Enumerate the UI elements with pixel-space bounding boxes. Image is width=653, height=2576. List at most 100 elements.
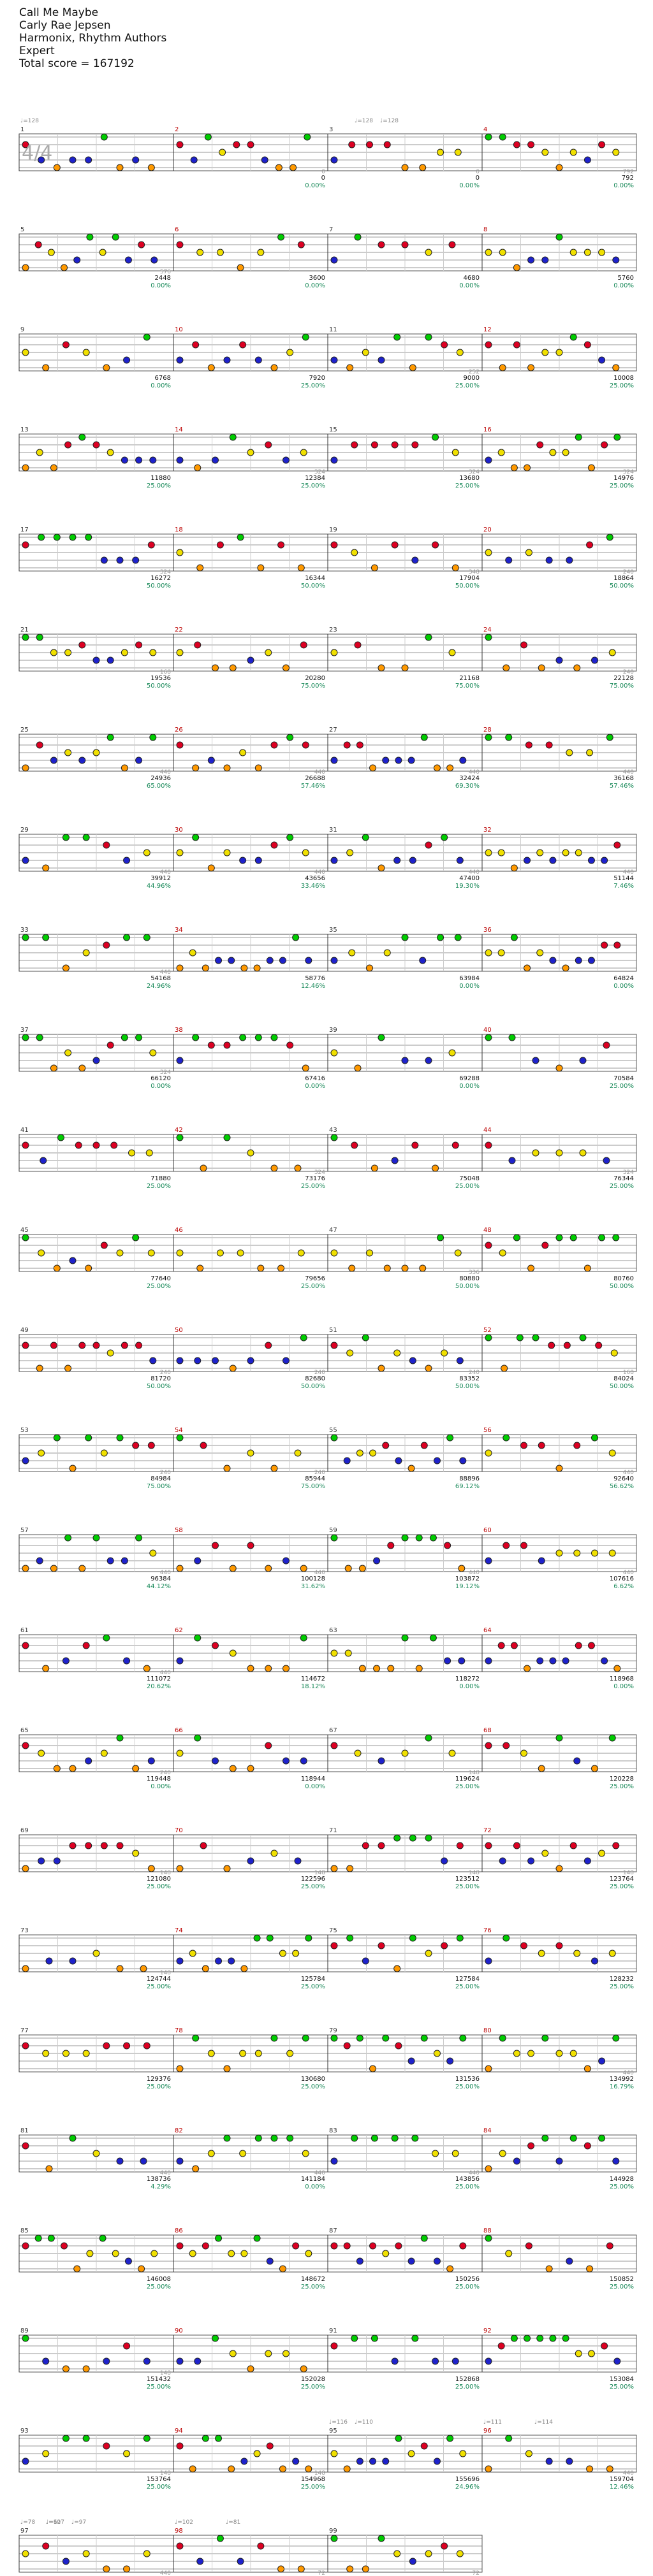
note-gem [302,849,309,857]
note-gem [356,741,363,749]
measure-phrase-score: 148 [469,1770,480,1776]
tempo-marker: ♩=107 [46,2519,64,2526]
note-gem [583,2142,591,2150]
tempo-marker: ♩=114 [534,2419,553,2426]
note-gem [351,441,358,449]
measure-number: 75 [329,1927,337,1934]
measure-number: 50 [175,1327,183,1334]
note-gem [369,2457,377,2465]
measure-number: 85 [20,2227,29,2234]
note-gem [391,441,399,449]
note-gem [270,1034,278,1041]
measure-score: 84984 [150,1475,171,1482]
measure-number: 62 [175,1627,183,1634]
note-gem [425,1057,432,1064]
note-gem [138,241,145,249]
note-gem [603,1157,610,1164]
measure-row: 211953650.00%168222028075.00%232116875.0… [18,626,637,690]
note-gem [583,341,591,349]
note-gem [92,749,100,756]
note-gem [566,2257,573,2265]
note-gem [53,1765,61,1772]
note-gem [348,141,356,148]
note-gem [344,1565,352,1572]
tempo-marker: ♩=111 [483,2419,502,2426]
measure-multiplier-pct: 16.79% [610,2083,634,2090]
measure-multiplier-pct: 4.29% [150,2183,171,2190]
measure-number: 61 [20,1627,29,1634]
note-gem [38,156,45,164]
note-gem [123,2450,131,2457]
note-gem [536,1657,544,1665]
note-gem [176,1357,184,1364]
note-gem [176,1957,184,1965]
note-gem [239,341,247,349]
note-gem [22,141,29,148]
note-gem [135,456,143,464]
note-gem [247,1149,254,1157]
note-gem [82,2435,90,2442]
measure-multiplier-pct: 25.00% [610,482,634,489]
note-gem [454,934,462,941]
note-gem [566,2457,573,2465]
note-gem [265,1565,272,1572]
measure-number: 20 [483,526,492,533]
note-gem [176,741,184,749]
measure-score: 111072 [147,1675,171,1682]
note-gem [437,1234,444,1241]
note-gem [300,1334,307,1342]
measure-score: 32424 [459,775,480,782]
note-gem [425,249,432,256]
note-gem [229,2350,237,2357]
measure-multiplier-pct: 31.62% [301,1583,325,1590]
note-gem [266,2257,274,2265]
measure-multiplier-pct: 25.00% [610,1983,634,1990]
note-gem [586,2465,594,2473]
note-gem [612,364,620,372]
note-gem [562,2334,569,2342]
note-gem [300,1757,307,1765]
note-gem [451,2150,459,2157]
measure-row: 131188025.00%141238425.00%324151368025.0… [18,426,637,489]
measure-row: 37661200.00%32438674160.00%39692880.00%4… [18,1027,637,1090]
measure-phrase-score: 440 [314,2170,325,2176]
note-gem [64,749,72,756]
note-gem [69,1957,77,1965]
note-gem [42,864,50,872]
measure-number: 10 [175,326,183,333]
note-gem [270,364,278,372]
tempo-marker: ♩=128 [20,118,39,124]
measure-phrase-score: 324 [160,569,171,575]
note-gem [545,2265,553,2273]
note-gem [103,2565,110,2573]
note-gem [613,1665,621,1672]
note-gem [566,749,573,756]
measure-phrase-score: 240 [314,1370,325,1376]
note-gem [223,2065,231,2073]
note-gem [369,2242,377,2250]
note-gem [176,1565,184,1572]
measure-phrase-score: 324 [469,469,480,475]
note-gem [92,1950,100,1957]
measure-row: 524480.00%576636000.00%746800.00%857600.… [18,226,637,289]
note-gem [132,1442,140,1449]
note-gem [73,256,81,264]
note-gem [176,2357,184,2365]
note-gem [202,2242,209,2250]
note-gem [176,356,184,364]
note-gem [527,2050,535,2057]
measure-number: 46 [175,1227,183,1234]
tempo-marker: ♩=116 [329,2419,348,2426]
note-gem [132,156,140,164]
note-gem [143,333,150,341]
note-gem [132,1234,140,1241]
measure-score: 103872 [455,1575,480,1582]
note-gem [378,1842,385,1849]
measure-number: 6 [175,226,179,233]
note-gem [503,1934,510,1942]
note-gem [176,1749,184,1757]
measure-multiplier-pct: 44.96% [147,883,171,890]
note-gem [140,1965,147,1972]
measure-score: 69288 [459,1075,480,1082]
